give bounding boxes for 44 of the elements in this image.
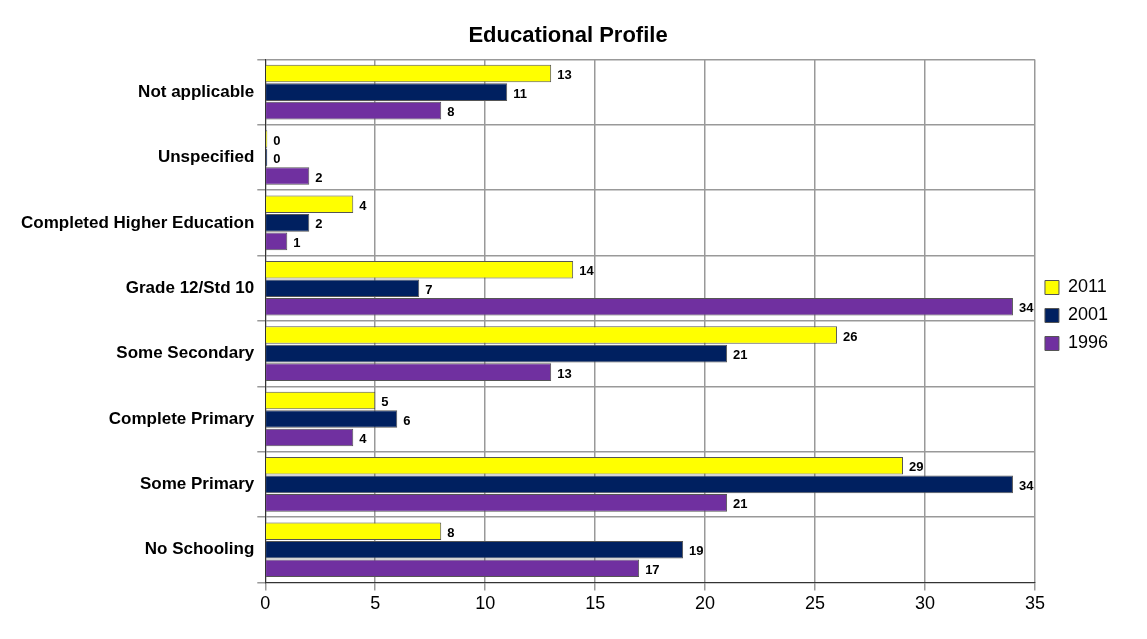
y-tick-label: Completed Higher Education bbox=[21, 212, 255, 232]
data-label: 34 bbox=[1018, 477, 1035, 493]
x-tick-label: 35 bbox=[1024, 593, 1045, 614]
data-label: 29 bbox=[909, 459, 924, 475]
x-tick-label: 20 bbox=[695, 593, 716, 614]
y-tick-label: Complete Primary bbox=[108, 408, 255, 428]
data-label: 14 bbox=[579, 263, 595, 279]
data-label: 0 bbox=[273, 151, 281, 167]
y-tick-label: Grade 12/Std 10 bbox=[125, 277, 255, 297]
y-tick-label: Some Primary bbox=[139, 474, 255, 494]
legend-label: 2011 bbox=[1067, 276, 1107, 297]
x-tick-label: 15 bbox=[585, 593, 606, 614]
data-label: 1 bbox=[293, 234, 301, 250]
x-tick-label: 10 bbox=[475, 593, 496, 614]
data-label: 2 bbox=[315, 216, 323, 232]
data-label: 21 bbox=[733, 496, 748, 512]
y-tick-label: Not applicable bbox=[138, 81, 255, 101]
data-label: 17 bbox=[645, 561, 660, 577]
x-tick-label: 5 bbox=[370, 593, 381, 614]
chart-title: Educational Profile bbox=[468, 22, 668, 48]
data-label: 8 bbox=[447, 104, 455, 120]
data-label: 13 bbox=[557, 67, 572, 83]
data-label: 21 bbox=[733, 347, 748, 363]
y-tick-label: Unspecified bbox=[157, 147, 255, 167]
data-label: 19 bbox=[689, 543, 704, 559]
data-label: 11 bbox=[513, 85, 527, 101]
y-tick-label: Some Secondary bbox=[116, 343, 255, 363]
data-label: 8 bbox=[447, 524, 455, 540]
y-tick-label: No Schooling bbox=[144, 539, 255, 559]
x-tick-label: 30 bbox=[914, 593, 936, 614]
legend-label: 2001 bbox=[1067, 304, 1108, 325]
data-label: 13 bbox=[557, 365, 572, 381]
data-label: 6 bbox=[403, 412, 411, 428]
data-label: 7 bbox=[425, 281, 433, 297]
data-label: 0 bbox=[273, 132, 281, 148]
data-label: 4 bbox=[359, 197, 368, 213]
data-label: 4 bbox=[359, 431, 368, 447]
legend-label: 1996 bbox=[1067, 332, 1108, 353]
x-tick-label: 25 bbox=[805, 593, 826, 614]
data-label: 5 bbox=[381, 394, 389, 410]
data-label: 34 bbox=[1018, 300, 1035, 316]
data-label: 26 bbox=[843, 328, 858, 344]
data-label: 2 bbox=[315, 169, 323, 185]
x-tick-label: 0 bbox=[260, 593, 271, 614]
